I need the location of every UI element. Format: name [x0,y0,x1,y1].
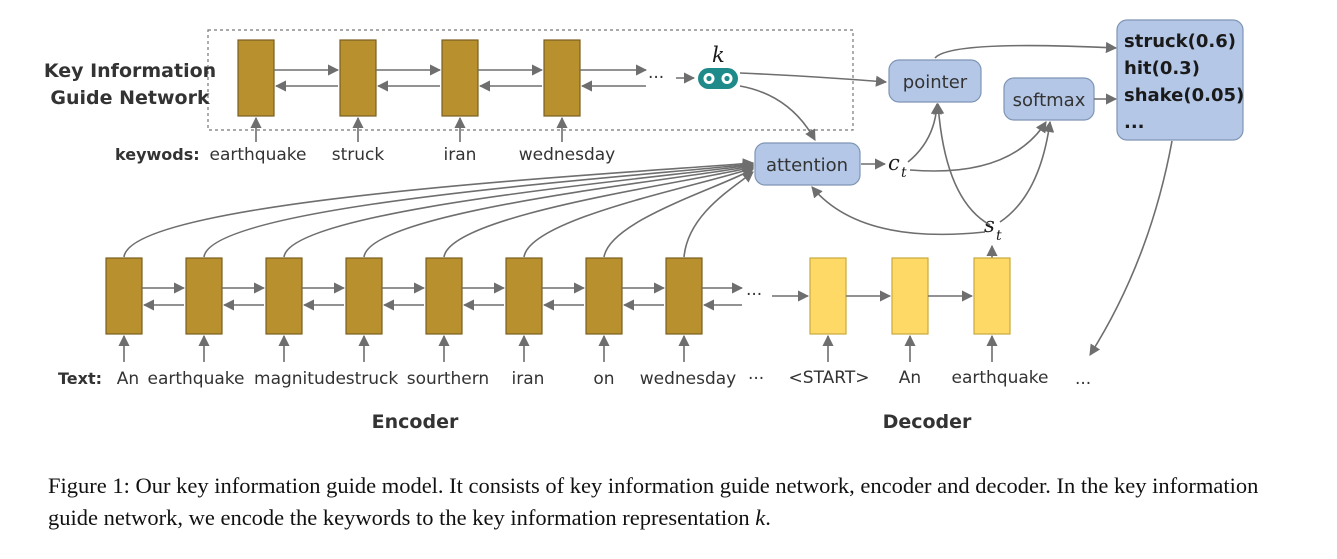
kign-cell [339,39,377,117]
encoder-cell [665,257,703,335]
encoder-ellipsis: ··· [746,285,762,305]
kign-title-line2: Guide Network [50,87,210,109]
keywords-label: keywods: [115,145,200,164]
attention-node [754,142,861,186]
encoder-cell [185,257,223,335]
encoder-cell [105,257,143,335]
caption-suffix: . [765,505,771,530]
softmax-label: softmax [1013,90,1086,111]
keyword: iran [444,145,477,165]
decoder-input-arrows [822,334,998,362]
encoder-word: An [117,369,139,389]
output-dist-item: ... [1124,112,1145,133]
kign-cell [543,39,581,117]
context-vector-subscript: t [901,165,907,181]
kign-cell [441,39,479,117]
encoder-cell [425,257,463,335]
attention-label: attention [766,155,848,176]
encoder-word: struck [346,369,399,389]
decoder-cell [891,257,929,335]
figure-caption: Figure 1: Our key information guide mode… [48,470,1298,534]
encoder-recurrent-arrows [142,282,744,311]
output-dist-item: shake(0.05) [1124,85,1244,106]
pointer-label: pointer [903,72,968,93]
decoder-state-subscript: t [996,228,1002,244]
decoder-trailing-ellipsis: ... [1075,369,1091,389]
encoder-word: magnitude [254,369,346,389]
encoder-word: on [593,369,614,389]
encoder-title: Encoder [372,411,459,433]
caption-text: Figure 1: Our key information guide mode… [48,473,1259,530]
encoder-cell [505,257,543,335]
kign-dashed-box [207,29,854,131]
caption-k-symbol: k [755,505,766,530]
kign-title-line1: Key Information [44,60,216,82]
context-vector-symbol: c [888,151,900,175]
text-ellipsis: ··· [748,369,764,389]
decoder-cell [973,257,1011,335]
encoder-word: wednesday [640,369,737,389]
k-symbol: k [712,43,725,67]
encoder-cells [105,257,703,335]
decoder-word: <START> [789,368,870,388]
decoder-word: An [899,368,921,388]
output-dist-item: hit(0.3) [1124,58,1200,79]
decoder-cell [809,257,847,335]
encoder-input-arrows [118,334,690,362]
kign-cells [237,39,581,117]
kign-cell [237,39,275,117]
encoder-cell [345,257,383,335]
encoder-cell [585,257,623,335]
decoder-title: Decoder [883,411,972,433]
pointer-node [888,59,982,103]
kign-ellipsis: ··· [648,68,664,88]
key-information-guide-diagram: Key Information Guide Network ··· k keyw… [44,19,1244,433]
encoder-word: earthquake [148,369,245,389]
decoder-cells [809,257,1011,335]
encoder-word: sourthern [407,369,489,389]
k-representation-icon [698,68,738,89]
encoder-word: iran [512,369,545,389]
output-dist-item: struck(0.6) [1124,31,1236,52]
text-label: Text: [58,369,102,388]
decoder-word: earthquake [952,368,1049,388]
encoder-attention-curves [123,158,755,258]
kign-recurrent-arrows [250,64,648,142]
keyword: wednesday [519,145,616,165]
keyword: struck [332,145,385,165]
output-distribution-box [1116,19,1244,141]
encoder-cell [265,257,303,335]
keyword: earthquake [210,145,307,165]
